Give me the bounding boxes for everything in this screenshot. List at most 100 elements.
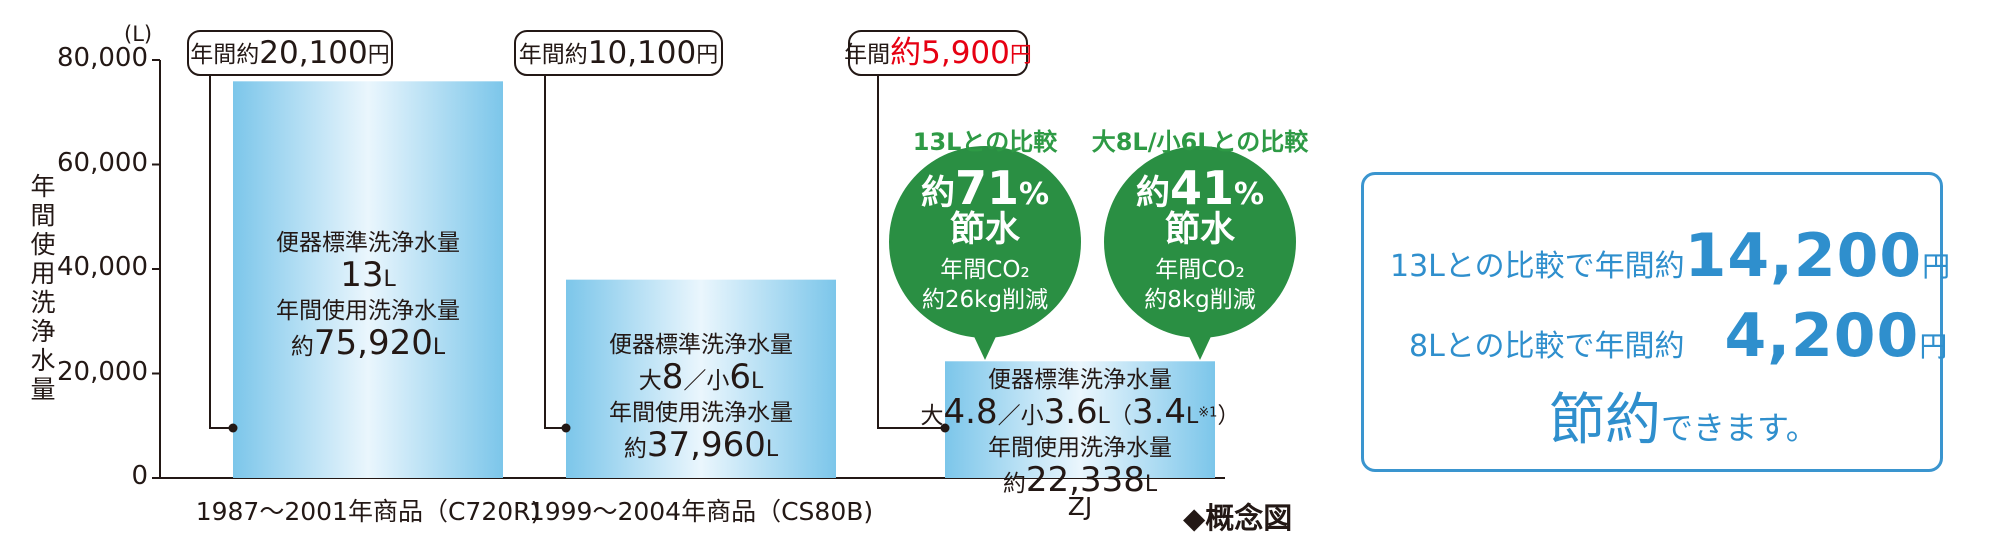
summary-line-3-rest: できます。 bbox=[1661, 409, 1818, 447]
summary-line-1-prefix: 13Lとの比較で年間約 bbox=[1390, 249, 1685, 284]
bar-label-line: 年間使用洗浄水量 bbox=[193, 296, 543, 328]
cost-callout: 年間約 10,100 円 bbox=[514, 30, 723, 76]
bar-label-line: 年間使用洗浄水量 bbox=[526, 398, 876, 430]
concept-note: ◆概念図 bbox=[1183, 501, 1293, 535]
y-axis-title-char: 間 bbox=[30, 201, 56, 230]
summary-line-3-big: 節約 bbox=[1549, 388, 1661, 453]
cost-callout-amount: 約5,900 bbox=[890, 35, 1010, 71]
comparison-heading: 13Lとの比較 bbox=[912, 128, 1058, 156]
summary-line-2-amount: 4,200 bbox=[1724, 301, 1920, 371]
callout-anchor-dot bbox=[561, 423, 571, 433]
saving-text: 約41% 節水年間CO₂ 約8kg削減 bbox=[1110, 164, 1290, 315]
bar-label-part: L（ bbox=[1097, 404, 1132, 429]
bar-label-part: ／小 bbox=[683, 368, 730, 394]
y-axis-title-char: 洗 bbox=[30, 288, 56, 317]
bar-label-line: 約75,920L bbox=[193, 326, 543, 364]
bar-label-part: 大 bbox=[920, 403, 944, 429]
co2-amount: 約8kg削減 bbox=[1110, 285, 1290, 315]
summary-line-2-suffix: 円 bbox=[1919, 330, 1948, 363]
saving-percent-value: 71 bbox=[954, 161, 1019, 215]
bar-label-part: L bbox=[383, 267, 396, 292]
cost-callout-suffix: 円 bbox=[367, 43, 390, 68]
bar-label-part: 便器標準洗浄水量 bbox=[988, 367, 1172, 393]
saving-percent-prefix: 約 bbox=[1135, 173, 1170, 213]
speech-bubble bbox=[1104, 146, 1296, 338]
saving-label: 節水 bbox=[1110, 212, 1290, 249]
cost-callout-suffix: 円 bbox=[696, 43, 719, 68]
bar-label-line: 13L bbox=[193, 258, 543, 296]
bar-label-line: 便器標準洗浄水量 bbox=[193, 228, 543, 260]
bar-label-part: 年間使用洗浄水量 bbox=[988, 435, 1172, 461]
x-category-label: 1999〜2004年商品（CS80B) bbox=[528, 497, 874, 526]
co2-amount-text: 約8kg削減 bbox=[1144, 287, 1256, 314]
bar-label-line: 約22,338L bbox=[905, 463, 1255, 501]
y-axis-title-char: 量 bbox=[30, 375, 56, 404]
bar-label-line: 大4.8／小3.6L（3.4L※1） bbox=[905, 395, 1255, 433]
cost-callout-prefix: 年間約 bbox=[190, 42, 260, 68]
bar-label-part: L bbox=[1186, 404, 1199, 429]
saving-percent-prefix: 約 bbox=[920, 173, 955, 213]
summary-line-1: 13Lとの比較で年間約14,200円 bbox=[1390, 221, 1950, 291]
x-category-label: 1987〜2001年商品（C720R) bbox=[195, 497, 541, 526]
summary-line-1-suffix: 円 bbox=[1922, 250, 1951, 283]
bar-label-part: 年間使用洗浄水量 bbox=[276, 298, 460, 324]
bar-label-part: 約 bbox=[1002, 471, 1026, 497]
co2-label: 年間CO₂ bbox=[895, 255, 1075, 285]
cost-callout-amount: 20,100 bbox=[259, 35, 368, 71]
bar-label-part: 便器標準洗浄水量 bbox=[276, 230, 460, 256]
bar-label-part: L bbox=[432, 335, 446, 360]
speech-bubble bbox=[889, 146, 1081, 338]
bar-label-line: 年間使用洗浄水量 bbox=[905, 433, 1255, 465]
y-axis-title-char: 用 bbox=[30, 259, 56, 288]
saving-percent-value: 41 bbox=[1169, 161, 1234, 215]
bar bbox=[566, 279, 836, 478]
saving-percent-unit: % bbox=[1018, 177, 1050, 212]
bar-label-part: 37,960 bbox=[646, 425, 766, 465]
saving-percent: 約71% bbox=[895, 164, 1075, 212]
bar-label-part: ） bbox=[1217, 404, 1240, 429]
bar-label-part: L bbox=[751, 369, 764, 394]
co2-amount: 約26kg削減 bbox=[895, 285, 1075, 315]
y-tick-label: 20,000 bbox=[57, 356, 148, 387]
bar-data-label: 便器標準洗浄水量 大8／小6L 年間使用洗浄水量 約37,960L bbox=[526, 330, 876, 466]
saving-text: 約71% 節水年間CO₂ 約26kg削減 bbox=[895, 164, 1075, 315]
y-axis-title-char: 水 bbox=[30, 346, 56, 375]
bar-label-part: 年間使用洗浄水量 bbox=[609, 400, 793, 426]
bar-label-part: 約 bbox=[290, 334, 314, 360]
bar-label-line: 約37,960L bbox=[526, 428, 876, 466]
callout-leader-line bbox=[209, 76, 233, 429]
bar-label-line: 便器標準洗浄水量 bbox=[526, 330, 876, 362]
co2-label: 年間CO₂ bbox=[1110, 255, 1290, 285]
y-axis-title-char: 浄 bbox=[30, 317, 56, 346]
bar-label-part: ／小 bbox=[997, 403, 1044, 429]
bar-label-part: 75,920 bbox=[313, 323, 433, 363]
y-axis-title-char: 使 bbox=[30, 230, 56, 259]
bar bbox=[945, 361, 1215, 478]
bar-label-part: 大 bbox=[638, 368, 662, 394]
bar-label-part: 4.8 bbox=[943, 392, 998, 432]
summary-line-1-amount: 14,200 bbox=[1684, 221, 1923, 291]
cost-callout-suffix: 円 bbox=[1009, 43, 1032, 68]
y-tick-label: 80,000 bbox=[57, 43, 148, 73]
bar-label-part: 便器標準洗浄水量 bbox=[609, 332, 793, 358]
cost-callout: 年間約 20,100 円 bbox=[187, 30, 393, 76]
callout-anchor-dot bbox=[228, 423, 238, 433]
co2-label-text: 年間CO₂ bbox=[940, 257, 1030, 284]
callout-leader-line bbox=[877, 76, 945, 429]
bar bbox=[233, 81, 503, 479]
saving-percent-unit: % bbox=[1233, 177, 1265, 212]
bar-label-part: 3.6 bbox=[1043, 392, 1098, 432]
bar-label-part: 6 bbox=[729, 357, 751, 397]
bar-label-part: L bbox=[1144, 472, 1158, 497]
bar-label-part: 約 bbox=[623, 436, 647, 462]
y-axis-title-char: 年 bbox=[30, 172, 56, 201]
callout-anchor-dot bbox=[940, 423, 950, 433]
bar-data-label: 便器標準洗浄水量 大4.8／小3.6L（3.4L※1） 年間使用洗浄水量 約22,33… bbox=[905, 365, 1255, 501]
bar-label-part: 3.4 bbox=[1131, 392, 1187, 432]
summary-line-2: 8Lとの比較で年間約 4,200円 bbox=[1409, 301, 1947, 371]
cost-callout-amount: 10,100 bbox=[587, 35, 697, 71]
saving-label-text: 節水 bbox=[949, 210, 1020, 251]
y-tick-label: 40,000 bbox=[57, 252, 148, 282]
y-tick-label: 0 bbox=[131, 461, 148, 491]
